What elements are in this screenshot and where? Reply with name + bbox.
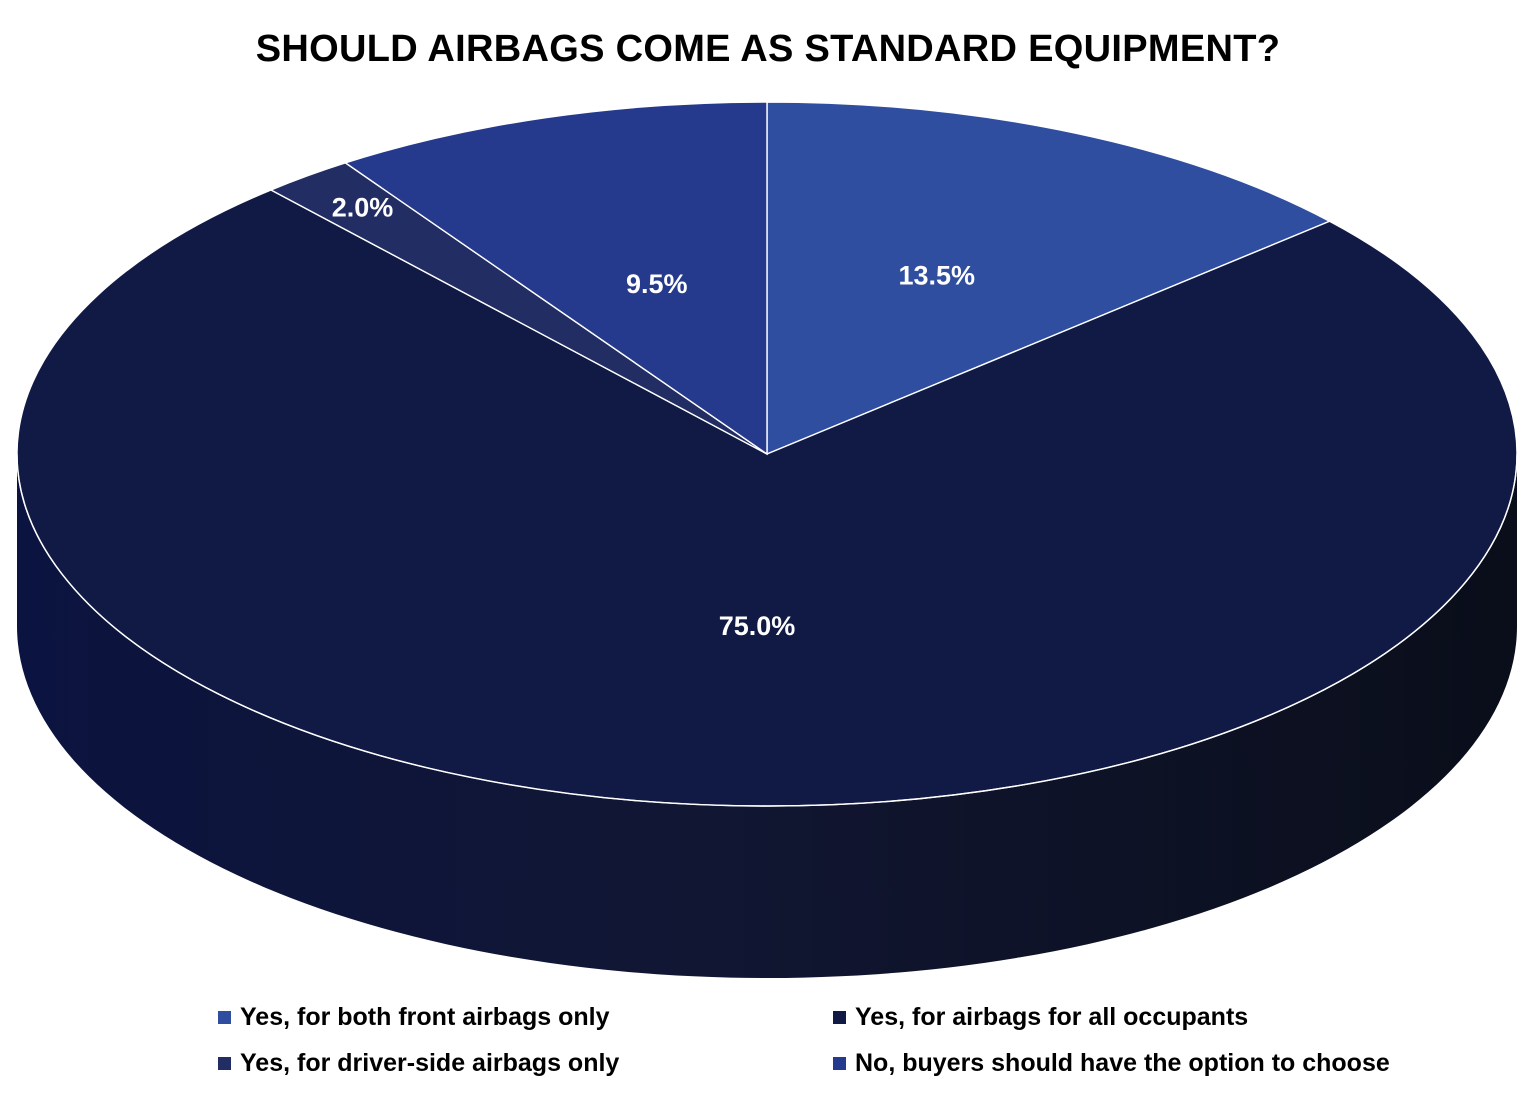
data-label-2: 75.0% — [719, 611, 796, 641]
legend-swatch — [833, 1056, 846, 1070]
legend-label: Yes, for airbags for all occupants — [855, 1002, 1249, 1031]
pie-chart: 13.5% 75.0% 2.0% 9.5% — [16, 101, 1518, 978]
legend: Yes, for both front airbags only Yes, for… — [218, 1003, 1498, 1077]
pie-rim — [16, 453, 1518, 807]
legend-item-4: No, buyers should have the option to cho… — [833, 1049, 1453, 1077]
legend-label: No, buyers should have the option to cho… — [855, 1048, 1390, 1077]
pie-slice-4 — [343, 101, 768, 456]
data-label-1: 13.5% — [898, 261, 975, 291]
legend-item-2: Yes, for airbags for all occupants — [833, 1003, 1453, 1031]
pie-side-surface — [17, 454, 1517, 978]
legend-label: Yes, for both front airbags only — [240, 1002, 610, 1031]
pie-slice-1 — [766, 101, 1332, 456]
legend-label: Yes, for driver-side airbags only — [240, 1048, 620, 1077]
legend-swatch — [218, 1056, 231, 1070]
legend-swatch — [218, 1010, 231, 1024]
legend-swatch — [833, 1010, 846, 1024]
data-label-3: 2.0% — [332, 192, 394, 222]
chart-title: SHOULD AIRBAGS COME AS STANDARD EQUIPMEN… — [255, 28, 1281, 70]
pie-side-wall — [17, 454, 1517, 978]
legend-item-3: Yes, for driver-side airbags only — [218, 1049, 833, 1077]
legend-item-1: Yes, for both front airbags only — [218, 1003, 833, 1031]
data-label-4: 9.5% — [626, 269, 688, 299]
